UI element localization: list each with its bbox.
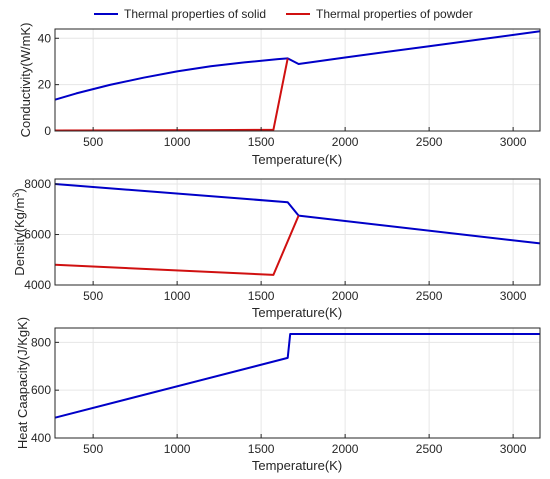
heat-capacity-series-solid [54,333,540,419]
heat-capacity-panel: 500 1000 1500 2000 2500 3000 400 600 800 Temper… [15,317,541,473]
conductivity-x-tick-label-1500: 1500 [248,135,275,149]
density-y-ticks: 4000 6000 8000 [24,177,59,292]
heat-capacity-x-tick-label-2500: 2500 [416,442,443,456]
density-x-tick-label-1000: 1000 [164,289,191,303]
heat-capacity-y-tick-label-800: 800 [31,335,51,349]
conductivity-y-ticks: 0 20 40 [38,31,59,138]
conductivity-gridlines [55,29,540,132]
conductivity-y-tick-label-20: 20 [38,78,52,92]
conductivity-axes-frame [54,28,541,132]
heat-capacity-x-tick-label-3000: 3000 [500,442,527,456]
conductivity-x-tick-label-2000: 2000 [332,135,359,149]
conductivity-x-ticks: 500 1000 1500 2000 2500 3000 [83,127,527,149]
density-x-tick-label-500: 500 [83,289,103,303]
heat-capacity-x-tick-label-500: 500 [83,442,103,456]
density-x-tick-label-2000: 2000 [332,289,359,303]
density-x-tick-label-2500: 2500 [416,289,443,303]
density-series-powder [54,215,300,276]
heat-capacity-gridlines [55,328,540,439]
heat-capacity-x-ticks: 500 1000 1500 2000 2500 3000 [83,434,527,456]
density-x-label: Temperature(K) [252,305,342,320]
density-x-tick-label-3000: 3000 [500,289,527,303]
conductivity-x-label: Temperature(K) [252,152,342,167]
heat-capacity-y-tick-label-400: 400 [31,431,51,445]
density-x-ticks: 500 1000 1500 2000 2500 3000 [83,281,527,303]
conductivity-y-label: Conductivity(W/mK) [18,23,33,138]
heat-capacity-series [54,333,540,419]
conductivity-panel: 500 1000 1500 2000 2500 3000 0 20 40 Temperatur… [18,23,541,167]
legend-label-solid: Thermal properties of solid [124,7,266,21]
legend: Thermal properties of solid Thermal prop… [94,7,473,21]
density-series [54,183,541,276]
legend-entry-solid: Thermal properties of solid [94,7,266,21]
density-y-label-main: Density(Kg/m [12,198,27,276]
density-series-solid [54,183,541,245]
conductivity-x-tick-label-3000: 3000 [500,135,527,149]
density-axes-frame [54,178,541,286]
legend-label-powder: Thermal properties of powder [316,7,473,21]
conductivity-x-tick-label-2500: 2500 [416,135,443,149]
heat-capacity-x-tick-label-1500: 1500 [248,442,275,456]
conductivity-y-tick-label-0: 0 [44,124,51,138]
conductivity-series-solid [54,30,541,101]
density-x-tick-label-1500: 1500 [248,289,275,303]
density-y-label: Density(Kg/m3) [11,188,27,275]
conductivity-x-tick-label-500: 500 [83,135,103,149]
density-y-label-end: ) [12,188,27,192]
conductivity-series-powder [54,58,289,132]
heat-capacity-x-tick-label-1000: 1000 [164,442,191,456]
density-y-tick-label-8000: 8000 [24,177,51,191]
density-panel: 500 1000 1500 2000 2500 3000 4000 6000 8000 Tem… [11,177,541,320]
density-y-label-sup: 3 [11,193,21,198]
heat-capacity-x-label: Temperature(K) [252,458,342,473]
density-y-tick-label-6000: 6000 [24,228,51,242]
heat-capacity-x-tick-label-2000: 2000 [332,442,359,456]
heat-capacity-y-label: Heat Caapacity(J/KgK) [15,317,30,449]
density-y-tick-label-4000: 4000 [24,278,51,292]
conductivity-y-tick-label-40: 40 [38,31,52,45]
heat-capacity-y-ticks: 400 600 800 [31,335,59,445]
legend-entry-powder: Thermal properties of powder [286,7,473,21]
heat-capacity-y-tick-label-600: 600 [31,383,51,397]
conductivity-series [54,30,541,132]
heat-capacity-axes-frame [54,327,541,439]
conductivity-x-tick-label-1000: 1000 [164,135,191,149]
